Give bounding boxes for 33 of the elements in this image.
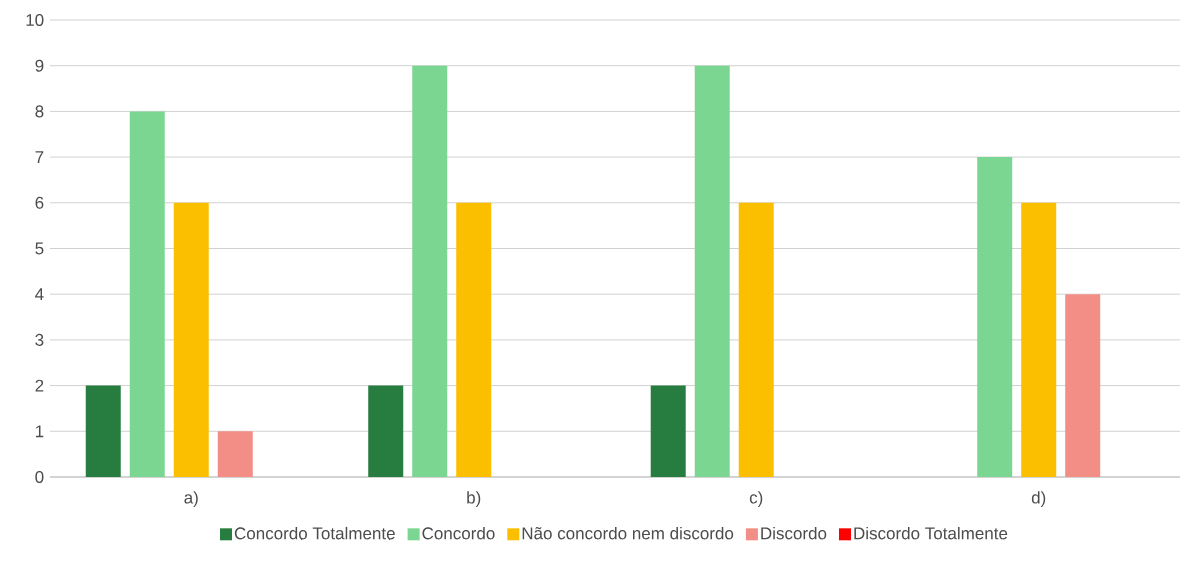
legend-label: Discordo <box>761 526 827 540</box>
x-tick-label: a) <box>184 491 198 507</box>
bar <box>650 385 686 477</box>
bar <box>129 111 165 477</box>
y-tick-label: 5 <box>35 242 44 255</box>
x-tick-label: c) <box>749 491 763 507</box>
y-tick-label: 1 <box>35 425 44 438</box>
x-tick-label: d) <box>1031 491 1046 507</box>
y-tick-label: 10 <box>26 13 44 27</box>
legend-label: Concordo Totalmente <box>234 526 395 540</box>
legend-label: Discordo Totalmente <box>854 526 1008 540</box>
legend-label: Concordo <box>422 526 495 540</box>
y-tick-label: 2 <box>35 379 44 392</box>
bar <box>85 385 121 477</box>
bar <box>694 65 730 477</box>
bar <box>1065 294 1101 477</box>
x-tick-label: b) <box>467 491 481 507</box>
bar <box>412 65 448 477</box>
bar <box>977 157 1013 477</box>
bar <box>738 202 774 477</box>
y-tick-label: 6 <box>35 196 44 209</box>
bar <box>456 202 492 477</box>
bar <box>368 385 404 477</box>
bar <box>217 431 253 477</box>
y-tick-label: 0 <box>35 470 44 484</box>
y-tick-label: 8 <box>35 105 44 118</box>
legend-label: Não concordo nem discordo <box>522 526 734 540</box>
y-tick-label: 3 <box>35 333 44 346</box>
y-tick-label: 9 <box>35 59 44 72</box>
y-tick-label: 7 <box>35 151 44 163</box>
bar <box>173 202 209 477</box>
bar <box>1021 202 1057 477</box>
y-tick-label: 4 <box>35 288 44 301</box>
